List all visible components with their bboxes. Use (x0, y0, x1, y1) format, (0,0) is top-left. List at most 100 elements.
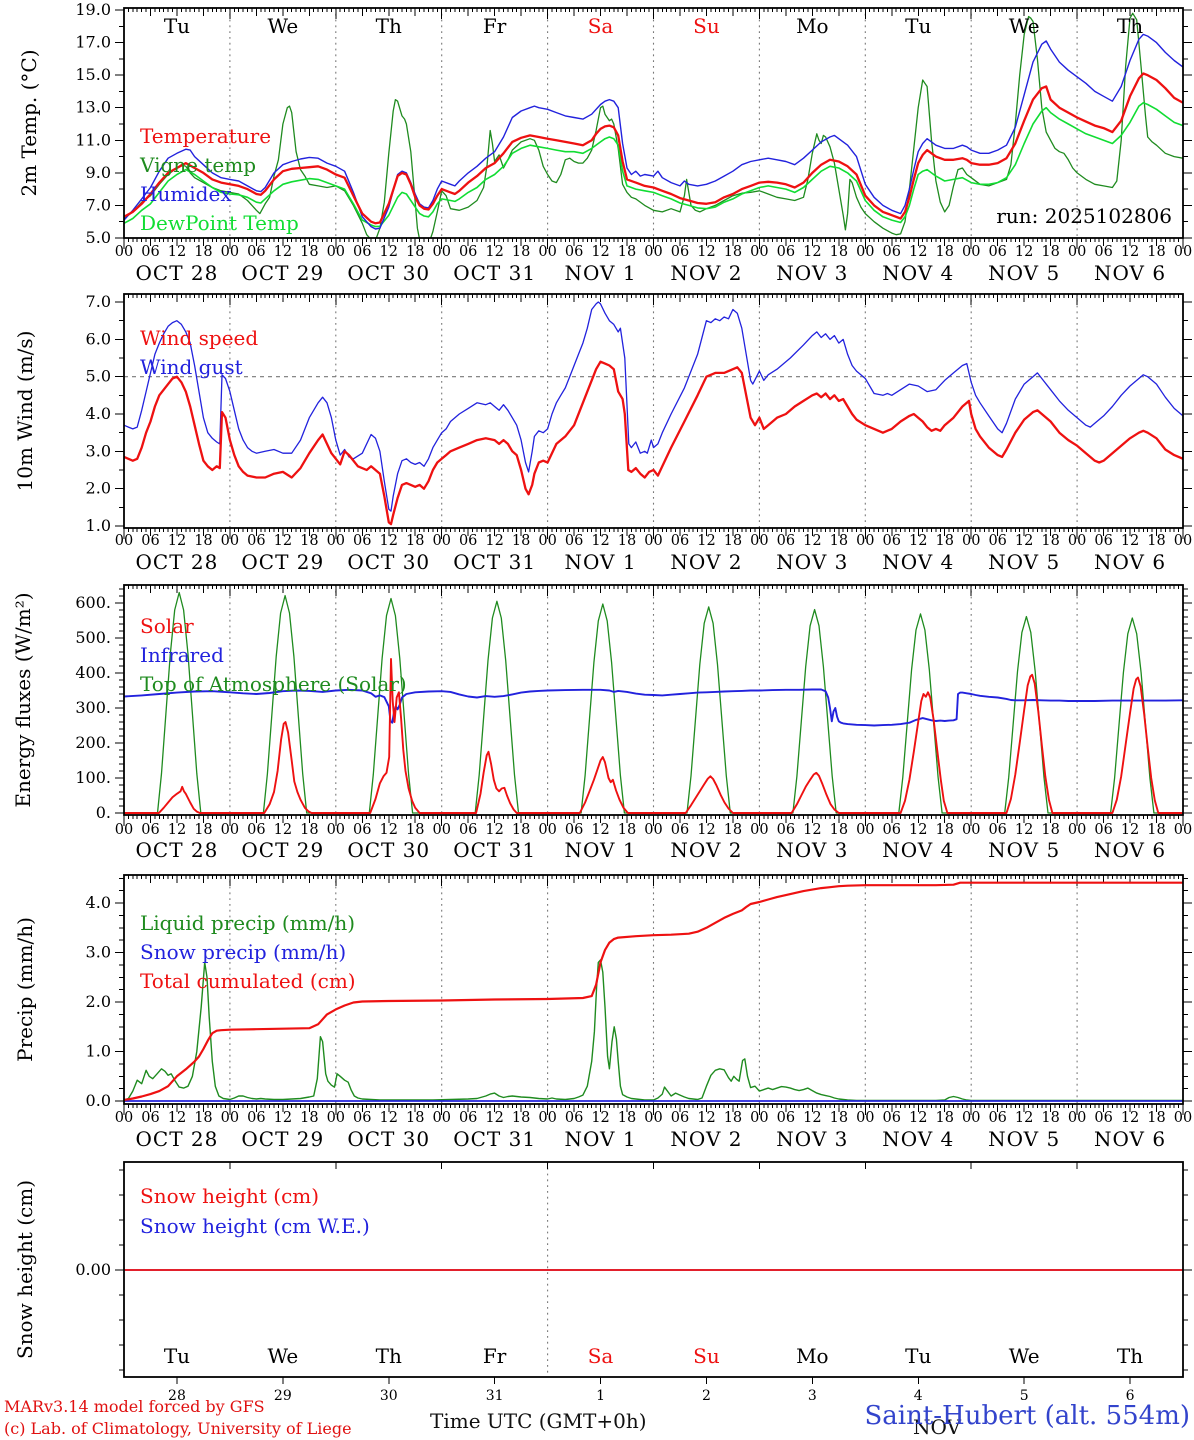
hour-tick-label: 18 (194, 822, 212, 838)
dow-label: Th (1117, 14, 1143, 38)
legend-wind-0: Wind speed (140, 326, 258, 350)
hour-tick-label: 18 (194, 244, 212, 260)
legend-precip-0: Liquid precip (mm/h) (140, 911, 355, 935)
y-tick-label: 300. (75, 698, 111, 717)
run-label: run: 2025102806 (996, 204, 1172, 228)
y-tick-label: 2.0 (86, 992, 111, 1011)
hour-tick-label: 06 (777, 244, 795, 260)
hour-tick-label: 18 (724, 533, 742, 549)
hour-tick-label: 12 (591, 244, 609, 260)
date-label: NOV 5 (988, 550, 1060, 574)
hour-tick-label: 00 (327, 822, 345, 838)
y-tick-label: 600. (75, 593, 111, 612)
hour-tick-label: 18 (618, 244, 636, 260)
hour-tick-label: 12 (380, 244, 398, 260)
hour-tick-label: 06 (671, 533, 689, 549)
hour-tick-label: 12 (591, 822, 609, 838)
day-number: 29 (274, 1388, 292, 1404)
hour-tick-label: 06 (141, 244, 159, 260)
hour-tick-label: 18 (935, 1110, 953, 1126)
hour-tick-label: 06 (671, 244, 689, 260)
day-number: 6 (1126, 1388, 1135, 1404)
legend-snow-height-1: Snow height (cm W.E.) (140, 1214, 370, 1238)
day-number: 31 (486, 1388, 504, 1404)
date-label: NOV 1 (565, 838, 637, 862)
hour-tick-label: 18 (724, 244, 742, 260)
y-tick-label: 7.0 (86, 195, 111, 214)
hour-tick-label: 00 (538, 822, 556, 838)
dow-label: Tu (905, 1344, 931, 1368)
hour-tick-label: 00 (750, 533, 768, 549)
date-label: NOV 6 (1094, 838, 1166, 862)
hour-tick-label: 12 (168, 1110, 186, 1126)
hour-tick-label: 00 (962, 244, 980, 260)
date-label: NOV 4 (882, 1127, 954, 1151)
y-axis-title-energy-fluxes: Energy fluxes (W/m²) (11, 592, 35, 807)
dow-label: We (1009, 14, 1040, 38)
hour-tick-label: 12 (274, 244, 292, 260)
hour-tick-label: 18 (1147, 244, 1165, 260)
dow-label: Tu (164, 14, 190, 38)
hour-tick-label: 12 (168, 822, 186, 838)
hour-tick-label: 00 (115, 822, 133, 838)
dow-label: Mo (796, 14, 829, 38)
hour-tick-label: 06 (777, 822, 795, 838)
legend-wind-1: Wind gust (140, 355, 243, 379)
hour-tick-label: 12 (168, 244, 186, 260)
date-label: NOV 4 (882, 550, 954, 574)
hour-tick-label: 18 (406, 244, 424, 260)
hour-tick-label: 18 (935, 533, 953, 549)
y-tick-label: 9.0 (86, 163, 111, 182)
y-tick-label: 100. (75, 768, 111, 787)
station-title: Saint-Hubert (alt. 554m) (864, 1401, 1190, 1431)
hour-tick-label: 00 (962, 1110, 980, 1126)
date-label: OCT 28 (136, 550, 219, 574)
hour-tick-label: 18 (935, 244, 953, 260)
hour-tick-label: 18 (1041, 244, 1059, 260)
hour-tick-label: 12 (274, 533, 292, 549)
y-tick-label: 17.0 (75, 33, 111, 52)
hour-tick-label: 00 (1068, 1110, 1086, 1126)
panel-wind: 1.0 2.0 3.0 4.0 5.0 6.0 7.0 Wind speed Wind gust… (13, 292, 1192, 574)
hour-tick-label: 18 (1041, 822, 1059, 838)
hour-tick-label: 12 (485, 533, 503, 549)
panel-frame (123, 7, 1184, 239)
hour-tick-label: 12 (697, 244, 715, 260)
hour-tick-label: 18 (300, 822, 318, 838)
hour-tick-label: 06 (883, 533, 901, 549)
hour-tick-label: 00 (327, 1110, 345, 1126)
hour-tick-label: 18 (1147, 533, 1165, 549)
hour-tick-label: 00 (115, 533, 133, 549)
hour-tick-label: 00 (327, 244, 345, 260)
dow-label: Su (693, 1344, 720, 1368)
date-label: OCT 29 (241, 550, 324, 574)
hour-tick-label: 12 (274, 822, 292, 838)
hour-tick-label: 12 (1015, 533, 1033, 549)
hour-tick-label: 06 (777, 1110, 795, 1126)
y-tick-label: 19.0 (75, 0, 111, 19)
hour-tick-label: 06 (353, 822, 371, 838)
y-tick-label: 13.0 (75, 98, 111, 117)
date-label: OCT 31 (453, 1127, 536, 1151)
model-credit: MARv3.14 model forced by GFS (4, 1397, 265, 1416)
day-number: 5 (1020, 1388, 1029, 1404)
dow-label: We (267, 1344, 298, 1368)
hour-tick-label: 00 (750, 1110, 768, 1126)
hour-tick-label: 00 (962, 533, 980, 549)
hour-tick-label: 00 (538, 1110, 556, 1126)
hour-tick-label: 06 (988, 533, 1006, 549)
legend-temperature-3: DewPoint Temp (140, 211, 299, 235)
hour-tick-label: 06 (459, 533, 477, 549)
hour-tick-label: 12 (909, 822, 927, 838)
hour-tick-label: 12 (380, 533, 398, 549)
panel-precip: 0.0 1.0 2.0 3.0 4.0 Liquid precip (mm/h) Snow … (13, 874, 1192, 1151)
hour-tick-label: 00 (432, 533, 450, 549)
series-vigne-temp (124, 12, 1183, 238)
hour-tick-label: 00 (1174, 1110, 1192, 1126)
hour-tick-label: 00 (1068, 533, 1086, 549)
day-number: 4 (914, 1388, 923, 1404)
hour-tick-label: 12 (1015, 1110, 1033, 1126)
legend-energy-fluxes-2: Top of Atmosphere (Solar) (140, 672, 407, 696)
hour-tick-label: 12 (909, 244, 927, 260)
date-label: NOV 1 (565, 550, 637, 574)
